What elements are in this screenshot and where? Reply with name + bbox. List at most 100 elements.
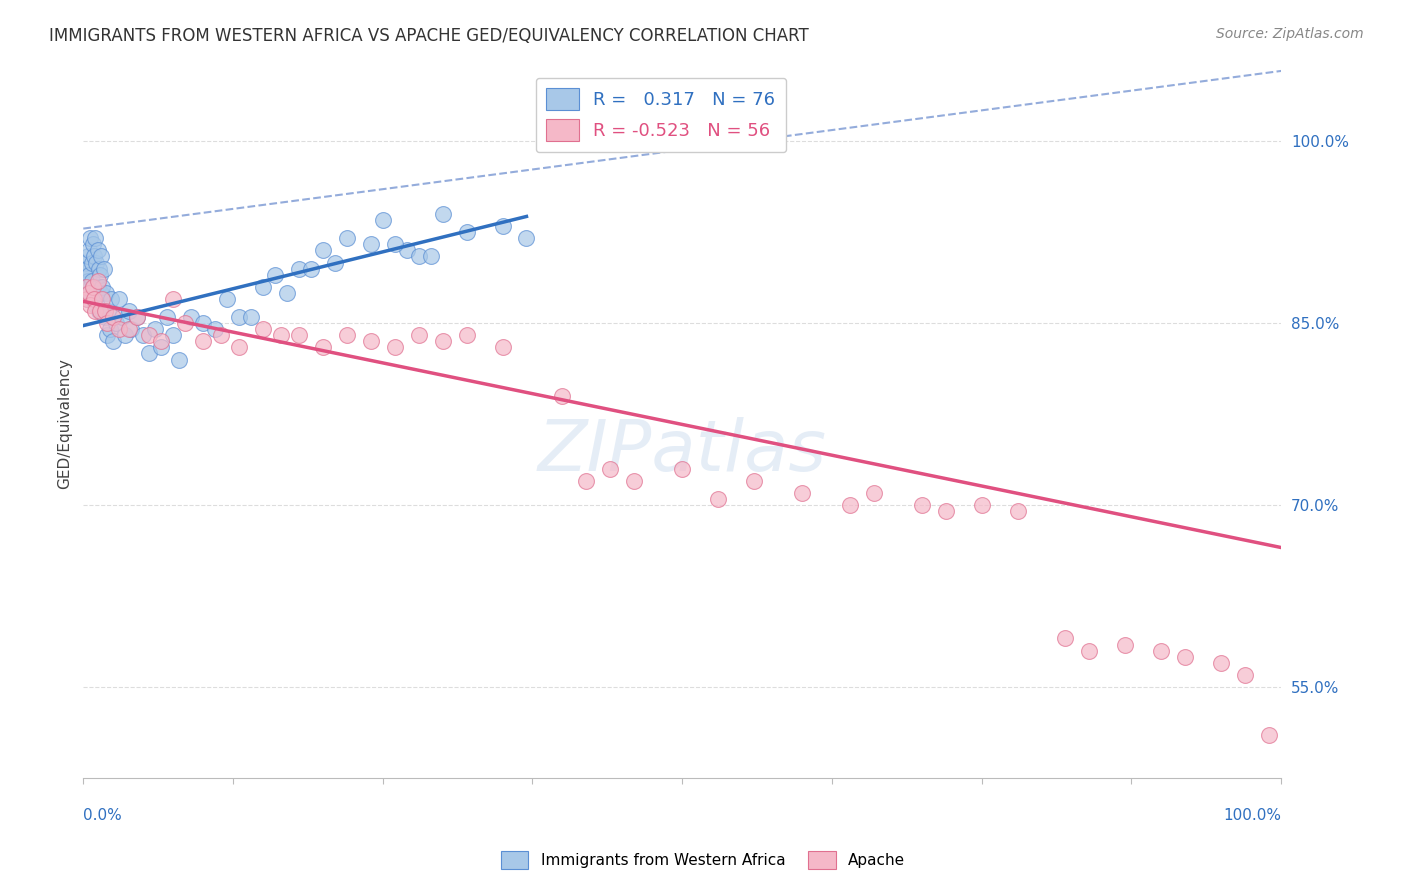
- Point: [84, 304, 107, 318]
- Point: [73, 261, 96, 276]
- Point: [371, 213, 394, 227]
- Point: [491, 340, 513, 354]
- Point: [77, 285, 100, 300]
- Text: ZIPatlas: ZIPatlas: [537, 417, 827, 486]
- Point: [671, 461, 693, 475]
- Point: [143, 322, 166, 336]
- Text: 0.0%: 0.0%: [83, 808, 122, 823]
- Point: [288, 261, 311, 276]
- Point: [288, 328, 311, 343]
- Point: [191, 316, 214, 330]
- Point: [94, 310, 117, 325]
- Point: [94, 304, 117, 318]
- Point: [1258, 729, 1281, 743]
- Point: [84, 231, 107, 245]
- Text: Source: ZipAtlas.com: Source: ZipAtlas.com: [1216, 27, 1364, 41]
- Point: [408, 328, 430, 343]
- Point: [167, 352, 190, 367]
- Point: [100, 292, 122, 306]
- Point: [432, 207, 454, 221]
- Point: [491, 219, 513, 234]
- Point: [204, 322, 226, 336]
- Y-axis label: GED/Equivalency: GED/Equivalency: [58, 358, 72, 489]
- Point: [623, 474, 645, 488]
- Point: [395, 244, 418, 258]
- Point: [228, 340, 250, 354]
- Point: [180, 310, 202, 325]
- Point: [276, 285, 298, 300]
- Point: [89, 304, 111, 318]
- Point: [384, 237, 406, 252]
- Point: [384, 340, 406, 354]
- Point: [408, 250, 430, 264]
- Point: [215, 292, 238, 306]
- Point: [790, 486, 813, 500]
- Point: [75, 280, 97, 294]
- Legend: R =   0.317   N = 76, R = -0.523   N = 56: R = 0.317 N = 76, R = -0.523 N = 56: [536, 78, 786, 153]
- Point: [228, 310, 250, 325]
- Point: [1174, 649, 1197, 664]
- Point: [299, 261, 322, 276]
- Point: [87, 304, 110, 318]
- Point: [551, 389, 574, 403]
- Point: [84, 298, 107, 312]
- Point: [174, 316, 197, 330]
- Point: [86, 274, 108, 288]
- Point: [360, 334, 382, 349]
- Point: [108, 292, 131, 306]
- Point: [1054, 632, 1077, 646]
- Point: [599, 461, 621, 475]
- Point: [114, 328, 136, 343]
- Point: [91, 280, 114, 294]
- Point: [82, 280, 104, 294]
- Point: [132, 328, 155, 343]
- Point: [79, 285, 101, 300]
- Point: [91, 292, 114, 306]
- Point: [86, 244, 108, 258]
- Point: [86, 285, 108, 300]
- Point: [456, 328, 478, 343]
- Point: [240, 310, 263, 325]
- Point: [80, 255, 103, 269]
- Point: [252, 322, 274, 336]
- Point: [91, 304, 114, 318]
- Point: [86, 255, 108, 269]
- Point: [75, 280, 97, 294]
- Point: [156, 310, 179, 325]
- Point: [863, 486, 886, 500]
- Point: [707, 491, 730, 506]
- Point: [93, 261, 115, 276]
- Point: [118, 304, 141, 318]
- Point: [75, 255, 97, 269]
- Point: [86, 280, 108, 294]
- Point: [104, 316, 127, 330]
- Point: [97, 304, 120, 318]
- Point: [575, 474, 598, 488]
- Point: [94, 285, 117, 300]
- Point: [96, 316, 118, 330]
- Point: [96, 328, 118, 343]
- Point: [108, 322, 131, 336]
- Point: [336, 328, 359, 343]
- Point: [970, 498, 993, 512]
- Point: [83, 250, 105, 264]
- Point: [77, 274, 100, 288]
- Point: [456, 225, 478, 239]
- Point: [312, 244, 335, 258]
- Point: [323, 255, 346, 269]
- Point: [111, 310, 134, 325]
- Point: [83, 292, 105, 306]
- Point: [90, 285, 112, 300]
- Point: [76, 292, 98, 306]
- Point: [1234, 668, 1257, 682]
- Point: [264, 268, 287, 282]
- Point: [80, 274, 103, 288]
- Point: [127, 310, 149, 325]
- Point: [77, 250, 100, 264]
- Point: [935, 504, 957, 518]
- Point: [252, 280, 274, 294]
- Point: [150, 340, 173, 354]
- Point: [98, 322, 121, 336]
- Point: [515, 231, 537, 245]
- Point: [162, 328, 184, 343]
